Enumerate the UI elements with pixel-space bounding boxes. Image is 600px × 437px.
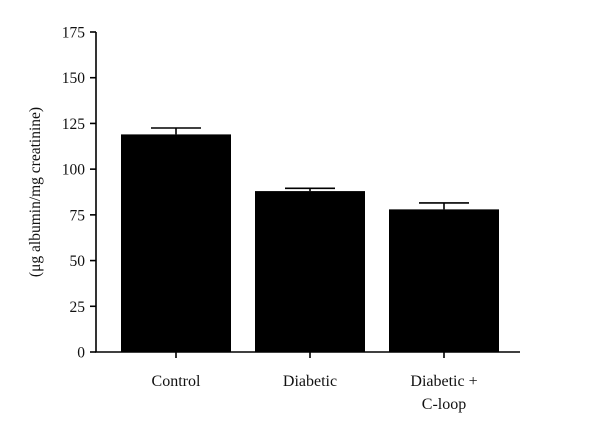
y-tick-label: 125	[62, 116, 86, 133]
y-tick-label: 50	[70, 253, 86, 270]
y-tick-label: 0	[77, 345, 85, 362]
y-tick-label: 175	[62, 25, 86, 42]
x-tick-label: Diabetic	[283, 373, 337, 390]
y-tick-label: 75	[70, 207, 86, 224]
x-tick-label: Diabetic +	[410, 373, 477, 390]
x-tick-label: Control	[152, 373, 201, 390]
y-tick-label: 100	[62, 162, 86, 179]
x-tick-labels: Control Diabetic Diabetic + C-loop	[152, 373, 478, 413]
bar	[121, 134, 231, 352]
bar	[389, 209, 499, 352]
bars	[121, 127, 499, 352]
y-tick-label: 25	[70, 299, 86, 316]
x-tick-label: C-loop	[422, 396, 466, 413]
y-tick-label: 150	[62, 70, 86, 87]
y-axis-title: (μg albumin/mg creatinine)	[27, 107, 44, 277]
bar	[255, 191, 365, 352]
